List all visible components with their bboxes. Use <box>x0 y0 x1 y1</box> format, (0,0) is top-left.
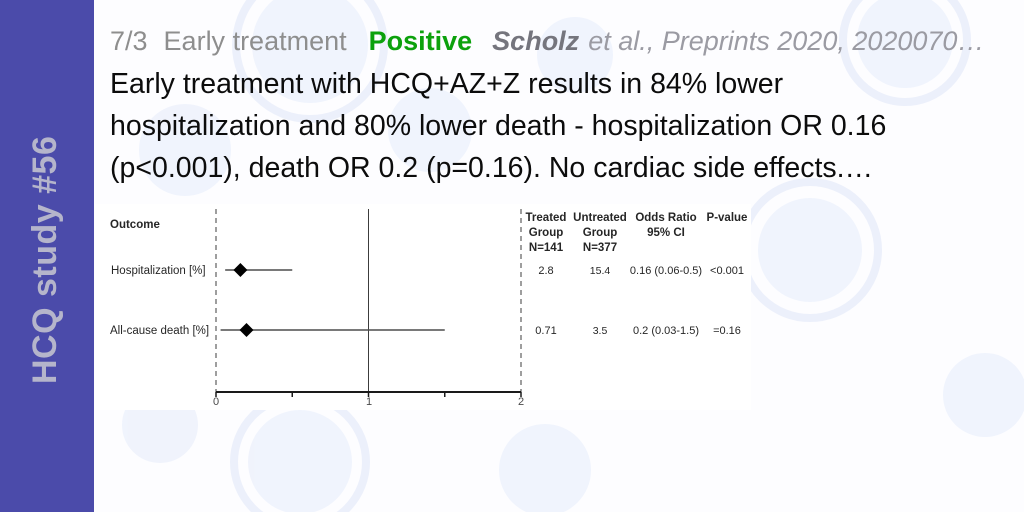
treatment-stage-label: Early treatment <box>163 26 347 56</box>
col-oddsratio-header-line1: Odds Ratio <box>635 212 696 224</box>
summary-text: Early treatment with HCQ+AZ+Z results in… <box>110 63 1010 189</box>
x-tick-2: 2 <box>518 396 524 408</box>
untreated-value-hosp: 15.4 <box>590 265 611 277</box>
study-number-banner: HCQ study #56 <box>0 0 94 512</box>
citation-text: et al., Preprints 2020, 2020070… <box>588 26 985 56</box>
oddsratio-value-death: 0.2 (0.03-1.5) <box>633 325 699 337</box>
untreated-value-death: 3.5 <box>593 325 608 337</box>
verdict-badge: Positive <box>368 26 473 56</box>
col-treated-header-line2: Group <box>529 227 564 239</box>
plot-markers <box>220 263 445 337</box>
study-index: 7/3 <box>110 26 148 56</box>
oddsratio-value-hosp: 0.16 (0.06-0.5) <box>630 265 702 277</box>
plot-gridlines <box>215 209 522 392</box>
col-treated-header-line3: N=141 <box>529 242 564 254</box>
col-untreated-header-line3: N=377 <box>583 242 617 254</box>
forest-plot: Outcome Hospitalization [%] All-cause de… <box>110 209 748 408</box>
treated-value-death: 0.71 <box>535 325 556 337</box>
summary-line: hospitalization and 80% lower death - ho… <box>110 110 887 142</box>
author-name: Scholz <box>492 26 580 56</box>
outcome-column-header: Outcome <box>110 219 160 231</box>
pvalue-death: =0.16 <box>713 325 741 337</box>
outcome-label-hospitalization: Hospitalization [%] <box>111 265 206 277</box>
forest-plot-panel: Outcome Hospitalization [%] All-cause de… <box>95 204 751 410</box>
col-untreated-header-line2: Group <box>583 227 618 239</box>
x-tick-1: 1 <box>366 396 372 408</box>
x-tick-0: 0 <box>213 396 219 408</box>
treated-value-hosp: 2.8 <box>538 265 553 277</box>
col-treated-header-line1: Treated <box>526 212 567 224</box>
col-pvalue-header: P-value <box>707 212 748 224</box>
headline: 7/3 Early treatment Positive Scholz et al., … <box>110 26 1015 57</box>
pvalue-hosp: <0.001 <box>710 265 744 277</box>
outcome-label-death: All-cause death [%] <box>110 325 209 337</box>
summary-line: (p<0.001), death OR 0.2 (p=0.16). No car… <box>110 152 874 184</box>
col-oddsratio-header-line2: 95% CI <box>647 227 685 239</box>
col-untreated-header-line1: Untreated <box>573 212 627 224</box>
summary-line: Early treatment with HCQ+AZ+Z results in… <box>110 68 784 100</box>
study-number-label: HCQ study #56 <box>26 135 64 384</box>
